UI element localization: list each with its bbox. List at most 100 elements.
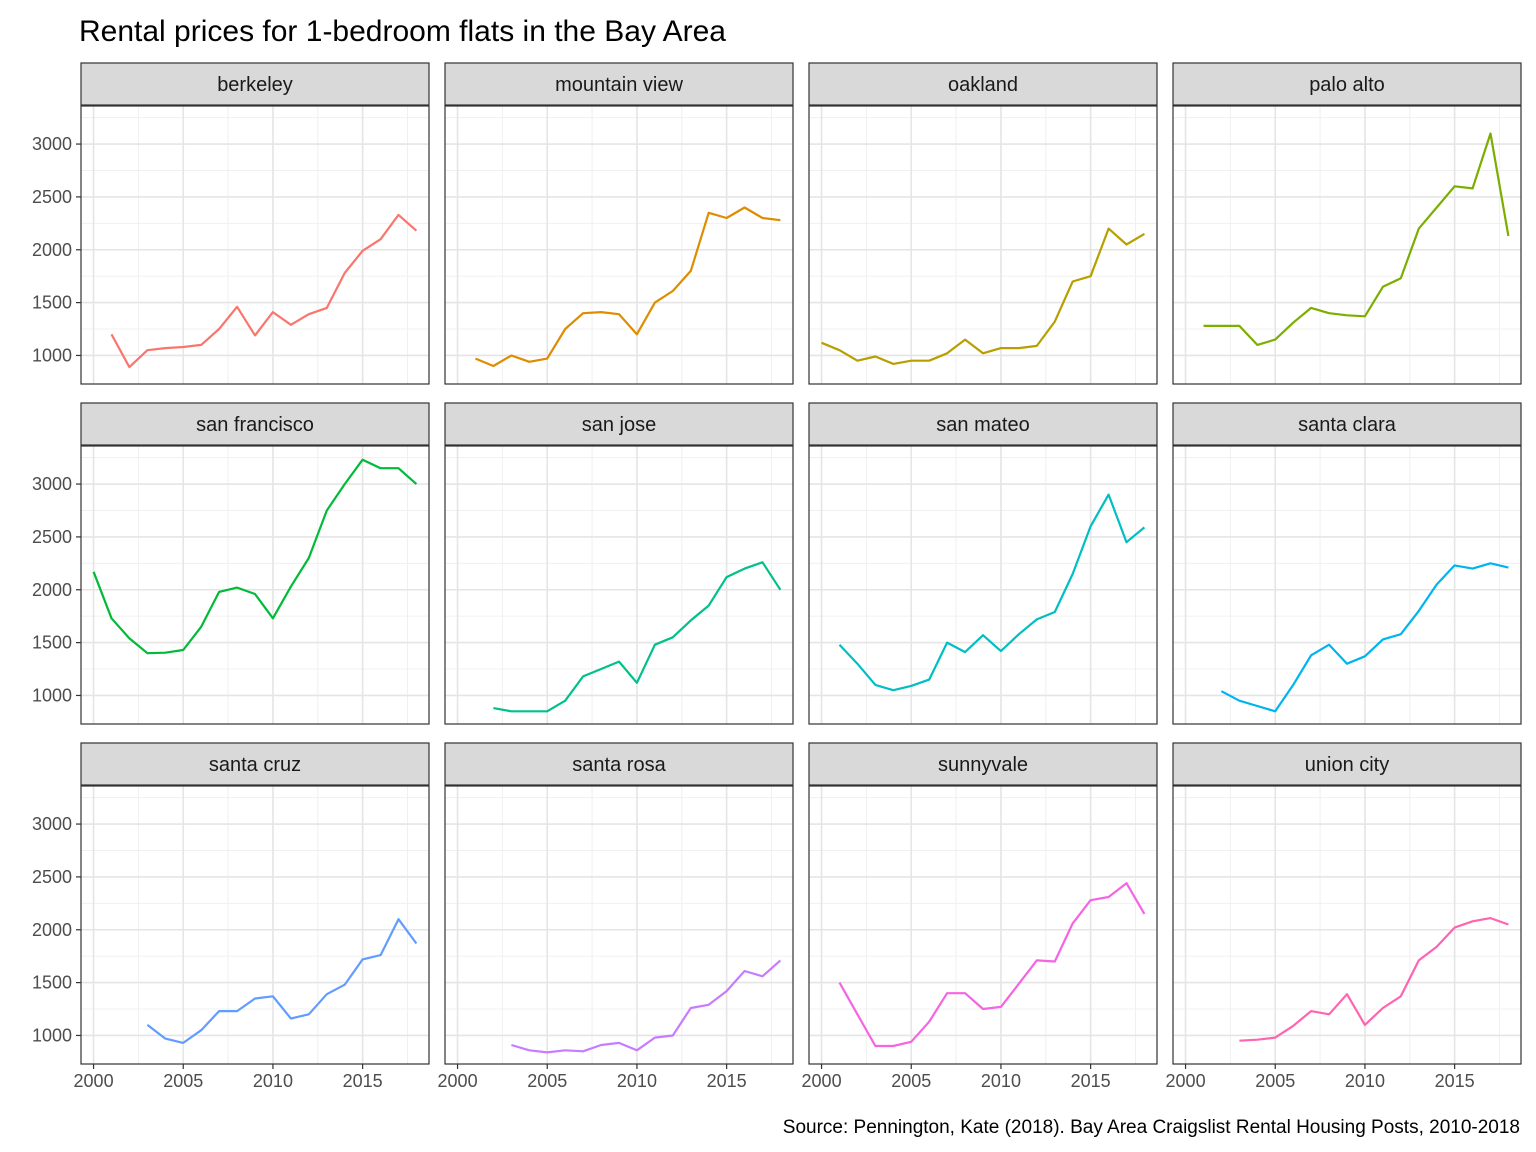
series-line-berkeley [110, 213, 418, 369]
y-tick-label: 1000 [32, 1025, 72, 1045]
plot-background [445, 446, 793, 724]
y-tick-label: 2000 [32, 580, 72, 600]
facet-panel-union-city: union city 2000 2005 2010 2015 [1166, 742, 1522, 1091]
facet-strip-label: sunnyvale [938, 754, 1028, 776]
facet-strip [1172, 62, 1522, 106]
facet-strip [444, 402, 794, 446]
facet-strip-label: oakland [948, 74, 1018, 96]
plot-background [445, 786, 793, 1064]
series-line-sunnyvale [838, 882, 1146, 1048]
facet-panels: berkeley 1000 1500 2000 2500 3000 mountain vie… [32, 62, 1522, 1091]
chart-caption: Source: Pennington, Kate (2018). Bay Are… [783, 1117, 1520, 1138]
x-tick-label: 2015 [343, 1071, 383, 1091]
x-tick-label: 2010 [253, 1071, 293, 1091]
x-tick-label: 2000 [802, 1071, 842, 1091]
series-line-union-city [1239, 916, 1509, 1042]
facet-panel-santa-rosa: santa rosa 2000 2005 2010 2015 [438, 742, 794, 1091]
x-tick-label: 2005 [1255, 1071, 1295, 1091]
facet-strip-label: mountain view [555, 74, 683, 96]
series-line-san-francisco [92, 458, 418, 655]
x-tick-label: 2000 [1166, 1071, 1206, 1091]
plot-background [1173, 786, 1521, 1064]
panel-border [444, 785, 794, 1065]
panel-border [80, 105, 430, 385]
y-tick-label: 3000 [32, 814, 72, 834]
facet-strip-label: san jose [582, 414, 657, 436]
x-tick-label: 2010 [1345, 1071, 1385, 1091]
facet-strip [1172, 742, 1522, 786]
facet-strip-label: santa cruz [209, 754, 301, 776]
facet-panel-santa-clara: santa clara [1172, 402, 1522, 725]
facet-strip [808, 62, 1158, 106]
series-line-san-jose [493, 561, 782, 713]
y-tick-label: 1500 [32, 973, 72, 993]
panel-border [444, 445, 794, 725]
facet-strip [808, 402, 1158, 446]
y-tick-label: 2000 [32, 920, 72, 940]
panel-border [1172, 785, 1522, 1065]
panel-border [808, 445, 1158, 725]
series-line-oakland [821, 227, 1145, 365]
y-tick-label: 2500 [32, 527, 72, 547]
facet-strip [808, 742, 1158, 786]
facet-panel-sunnyvale: sunnyvale 2000 2005 2010 2015 [802, 742, 1158, 1091]
facet-strip [80, 62, 430, 106]
facet-strip-label: san francisco [196, 414, 314, 436]
plot-background [809, 786, 1157, 1064]
facet-strip [1172, 402, 1522, 446]
plot-background [445, 106, 793, 384]
plot-background [81, 786, 429, 1064]
facet-strip [444, 62, 794, 106]
y-tick-label: 2500 [32, 867, 72, 887]
series-line-san-mateo [838, 493, 1146, 692]
panel-border [808, 785, 1158, 1065]
y-tick-label: 3000 [32, 134, 72, 154]
facet-panel-san-jose: san jose [444, 402, 794, 725]
y-tick-label: 2000 [32, 240, 72, 260]
y-tick-label: 1500 [32, 293, 72, 313]
facet-panel-santa-cruz: santa cruz 1000 1500 2000 2500 3000 2000 2005 20… [32, 742, 430, 1091]
plot-background [809, 106, 1157, 384]
series-line-palo-alto [1203, 132, 1510, 346]
y-tick-label: 3000 [32, 474, 72, 494]
panel-border [808, 105, 1158, 385]
facet-strip-label: palo alto [1309, 74, 1385, 96]
x-tick-label: 2005 [163, 1071, 203, 1091]
series-line-santa-rosa [511, 959, 782, 1054]
x-tick-label: 2015 [1071, 1071, 1111, 1091]
facet-panel-oakland: oakland [808, 62, 1158, 385]
plot-background [81, 106, 429, 384]
x-tick-label: 2010 [981, 1071, 1021, 1091]
facet-panel-san-francisco: san francisco 1000 1500 2000 2500 3000 [32, 402, 430, 725]
x-tick-label: 2005 [891, 1071, 931, 1091]
facet-panel-berkeley: berkeley 1000 1500 2000 2500 3000 [32, 62, 430, 385]
facet-panel-san-mateo: san mateo [808, 402, 1158, 725]
chart-title: Rental prices for 1-bedroom flats in the… [79, 15, 726, 48]
plot-background [81, 446, 429, 724]
x-tick-label: 2010 [617, 1071, 657, 1091]
facet-strip-label: san mateo [936, 414, 1029, 436]
panel-border [444, 105, 794, 385]
facet-strip-label: santa rosa [572, 754, 666, 776]
series-line-mountain-view [475, 206, 781, 368]
x-tick-label: 2000 [438, 1071, 478, 1091]
y-tick-label: 1000 [32, 685, 72, 705]
facet-panel-palo-alto: palo alto [1172, 62, 1522, 385]
plot-background [809, 446, 1157, 724]
x-tick-label: 2015 [707, 1071, 747, 1091]
facet-strip [80, 402, 430, 446]
panel-border [80, 445, 430, 725]
series-line-santa-cruz [146, 918, 418, 1045]
panel-border [80, 785, 430, 1065]
panel-border [1172, 105, 1522, 385]
y-tick-label: 1000 [32, 345, 72, 365]
panel-border [1172, 445, 1522, 725]
x-tick-label: 2015 [1435, 1071, 1475, 1091]
facet-strip [444, 742, 794, 786]
y-tick-label: 1500 [32, 633, 72, 653]
x-tick-label: 2005 [527, 1071, 567, 1091]
facet-strip [80, 742, 430, 786]
y-tick-label: 2500 [32, 187, 72, 207]
facet-strip-label: santa clara [1298, 414, 1397, 436]
